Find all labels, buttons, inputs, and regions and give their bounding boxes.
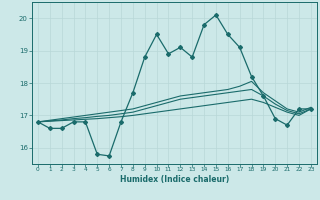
X-axis label: Humidex (Indice chaleur): Humidex (Indice chaleur)	[120, 175, 229, 184]
